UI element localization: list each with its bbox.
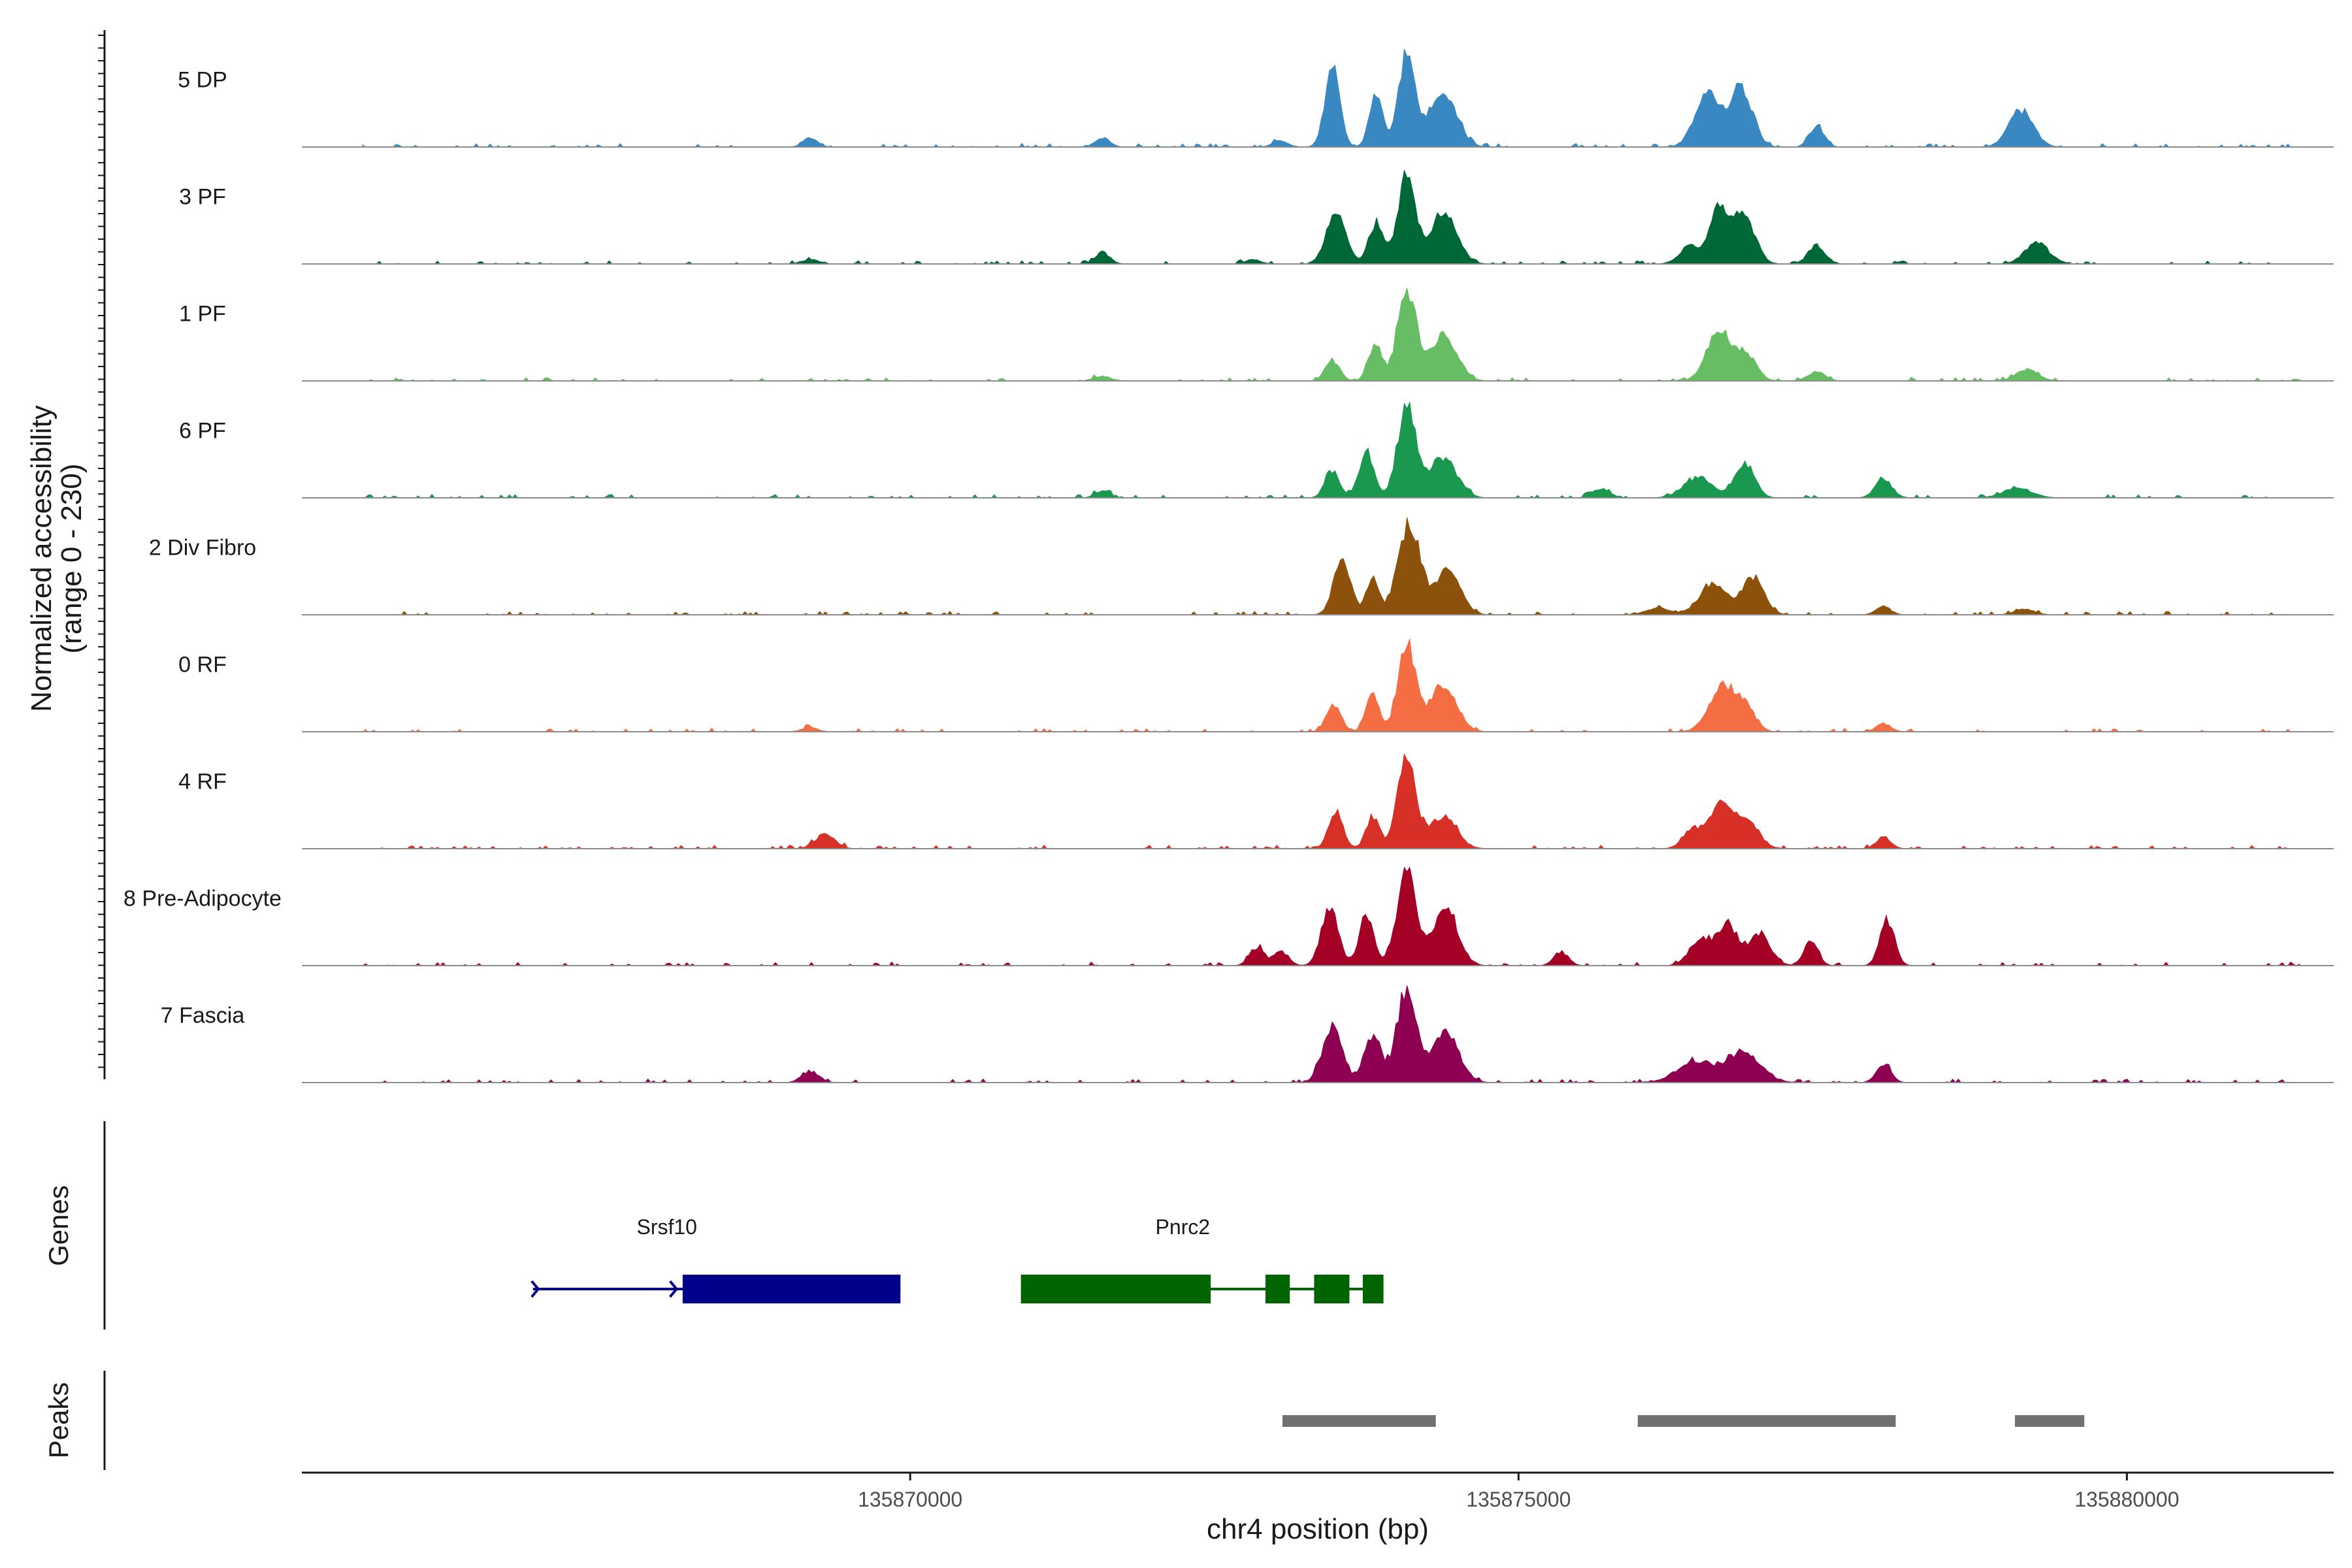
track-label: 2 Div Fibro: [149, 536, 256, 561]
peaks-panel: Peaks: [43, 1371, 2085, 1470]
peak-region-bar: [1637, 1415, 1896, 1427]
track-label: 0 RF: [178, 653, 227, 678]
track-5-dp: 5 DP: [178, 48, 2334, 148]
peak-region-bar: [2015, 1415, 2085, 1427]
coverage-area: [363, 169, 2302, 265]
x-axis-ticks: 135870000 135875000 135880000: [858, 1473, 2179, 1511]
track-0-rf: 0 RF: [178, 638, 2334, 732]
track-label: 6 PF: [179, 419, 226, 444]
gene-exon: [682, 1275, 901, 1303]
genes-panel: Genes Srsf10 Pnrc2: [43, 1121, 1384, 1330]
track-1-pf: 1 PF: [179, 287, 2334, 382]
track-7-fascia: 7 Fascia: [161, 985, 2334, 1083]
track-8-pre-adipocyte: 8 Pre-Adipocyte: [123, 866, 2334, 966]
coverage-area: [363, 985, 2302, 1083]
peaks-panel-label: Peaks: [43, 1382, 74, 1459]
x-tick-label: 135880000: [2074, 1488, 2179, 1511]
coverage-area: [363, 753, 2302, 849]
genes-panel-label: Genes: [43, 1185, 74, 1266]
gene-exon: [1021, 1275, 1211, 1303]
track-label: 4 RF: [178, 770, 227, 794]
gene-srsf10: Srsf10: [531, 1215, 901, 1303]
coverage-area: [361, 638, 2302, 732]
gene-exon: [1362, 1275, 1384, 1303]
x-tick-label: 135875000: [1466, 1488, 1571, 1511]
gene-label: Pnrc2: [1155, 1215, 1210, 1239]
y-axis-title-line1: Normalized accessibility: [25, 405, 57, 711]
track-6-pf: 6 PF: [179, 400, 2334, 498]
coverage-area: [361, 866, 2302, 966]
track-label: 3 PF: [179, 185, 226, 210]
y-axis-title: Normalized accessibility (range 0 - 230): [25, 405, 88, 711]
coverage-area: [363, 517, 2302, 615]
track-4-rf: 4 RF: [178, 753, 2334, 849]
gene-label: Srsf10: [636, 1215, 696, 1239]
track-2-div-fibro: 2 Div Fibro: [149, 517, 2334, 615]
coverage-area: [362, 48, 2302, 148]
coverage-area: [363, 287, 2302, 382]
coverage-tracks: 5 DP 3 PF 1 PF 6 PF 2 Div Fibro 0 RF 4 RF 8 Pre…: [123, 48, 2334, 1083]
gene-pnrc2: Pnrc2: [1021, 1215, 1384, 1303]
track-label: 5 DP: [178, 68, 227, 93]
coverage-area: [362, 400, 2302, 498]
strand-arrow-icon: [531, 1280, 540, 1298]
gene-exon: [1265, 1275, 1290, 1303]
peak-regions: [1282, 1415, 2085, 1427]
coverage-y-axis: [98, 30, 106, 1079]
track-label: 8 Pre-Adipocyte: [123, 887, 282, 911]
x-axis: 135870000 135875000 135880000 chr4 positio…: [302, 1471, 2334, 1545]
track-label: 7 Fascia: [161, 1004, 245, 1028]
track-3-pf: 3 PF: [179, 169, 2334, 265]
gene-exon: [1314, 1275, 1350, 1303]
peak-region-bar: [1282, 1415, 1436, 1427]
x-tick-label: 135870000: [858, 1488, 962, 1511]
y-axis-title-line2: (range 0 - 230): [56, 463, 88, 653]
gene-models: Srsf10 Pnrc2: [531, 1215, 1384, 1303]
track-label: 1 PF: [179, 302, 226, 327]
strand-arrow-icon: [669, 1280, 679, 1298]
x-axis-title: chr4 position (bp): [1207, 1513, 1429, 1545]
